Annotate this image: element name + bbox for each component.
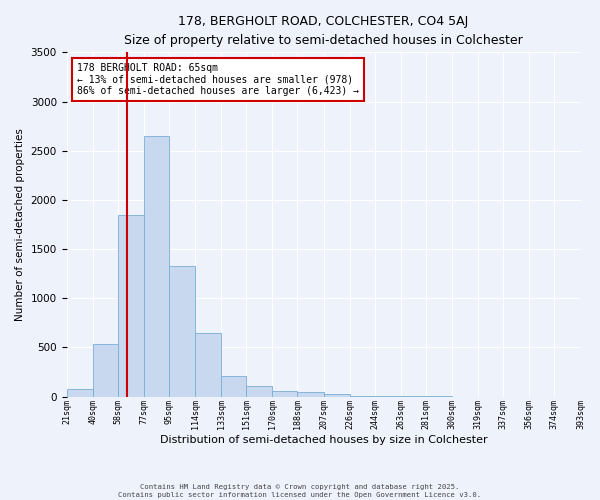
Bar <box>169 266 195 396</box>
Y-axis label: Number of semi-detached properties: Number of semi-detached properties <box>15 128 25 321</box>
Bar <box>195 332 221 396</box>
Bar <box>93 344 118 396</box>
Bar <box>118 214 144 396</box>
Bar <box>323 394 350 396</box>
Text: Contains HM Land Registry data © Crown copyright and database right 2025.
Contai: Contains HM Land Registry data © Crown c… <box>118 484 482 498</box>
Text: 178 BERGHOLT ROAD: 65sqm
← 13% of semi-detached houses are smaller (978)
86% of : 178 BERGHOLT ROAD: 65sqm ← 13% of semi-d… <box>77 62 359 96</box>
X-axis label: Distribution of semi-detached houses by size in Colchester: Distribution of semi-detached houses by … <box>160 435 487 445</box>
Bar <box>144 136 169 396</box>
Bar <box>246 386 272 396</box>
Bar <box>67 390 93 396</box>
Bar <box>221 376 246 396</box>
Title: 178, BERGHOLT ROAD, COLCHESTER, CO4 5AJ
Size of property relative to semi-detach: 178, BERGHOLT ROAD, COLCHESTER, CO4 5AJ … <box>124 15 523 47</box>
Bar <box>272 391 297 396</box>
Bar <box>297 392 323 396</box>
